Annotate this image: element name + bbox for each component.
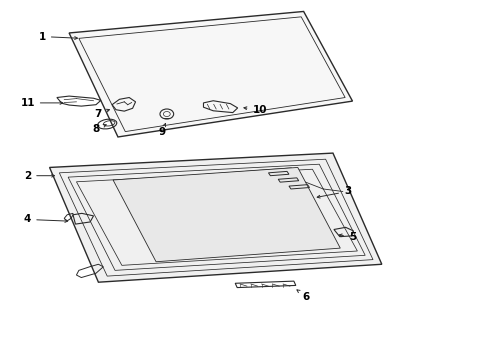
- Text: 6: 6: [297, 290, 310, 302]
- Text: 1: 1: [39, 32, 77, 41]
- Text: 8: 8: [92, 124, 106, 134]
- Text: 11: 11: [20, 98, 63, 108]
- Text: 10: 10: [244, 105, 267, 115]
- Text: 7: 7: [95, 109, 109, 119]
- Polygon shape: [113, 167, 340, 262]
- Text: 9: 9: [158, 123, 166, 136]
- Text: 4: 4: [24, 215, 68, 224]
- Text: 3: 3: [317, 186, 351, 198]
- Polygon shape: [69, 12, 352, 137]
- Text: 5: 5: [339, 232, 356, 242]
- Polygon shape: [49, 153, 382, 282]
- Text: 2: 2: [24, 171, 54, 181]
